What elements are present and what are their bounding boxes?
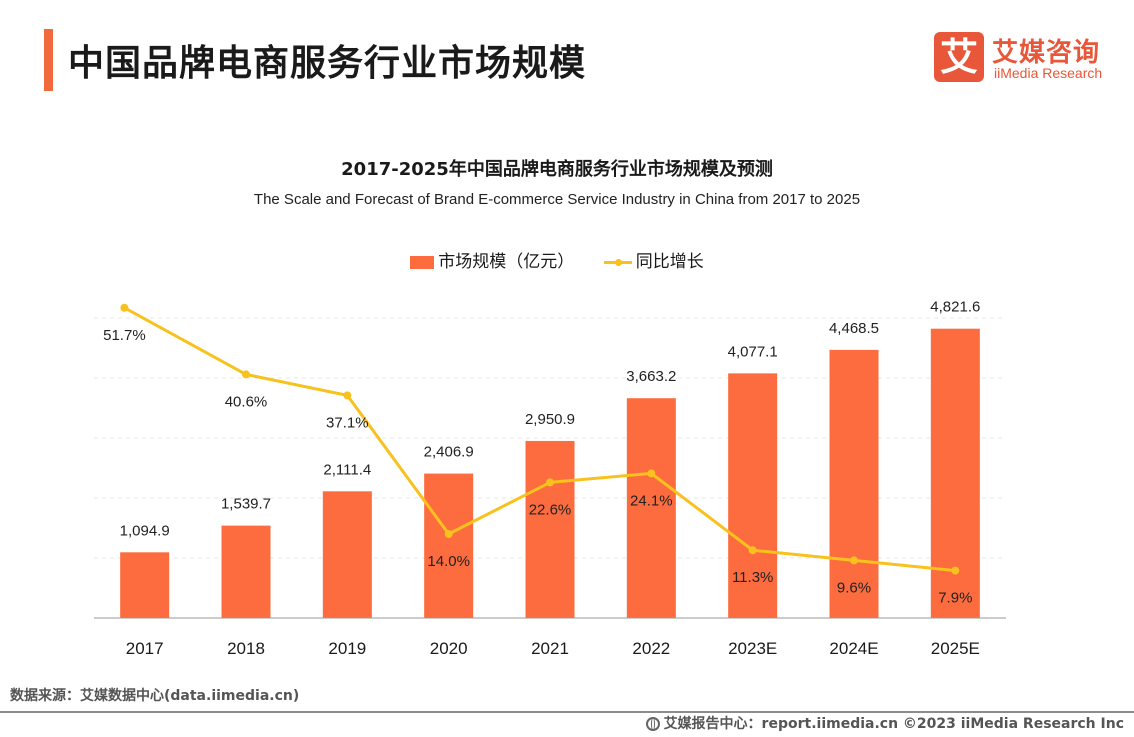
bar-2025E [930, 328, 980, 618]
growth-point [647, 469, 656, 478]
footer-source: 数据来源：艾媒数据中心(data.iimedia.cn) [10, 688, 300, 704]
iimedia-logo: 艾 艾媒咨询 iiMedia Research [934, 32, 1124, 84]
growth-value-label: 37.1% [326, 414, 369, 431]
growth-value-label: 11.3% [732, 569, 773, 586]
bar-2019 [322, 491, 372, 618]
logo-mark-icon: 艾 [934, 32, 984, 82]
logo-chinese-name: 艾媒咨询 [992, 38, 1101, 68]
growth-value-label: 51.7% [103, 327, 146, 344]
x-tick-label: 2025E [931, 639, 980, 658]
growth-point [748, 546, 757, 555]
bar-value-label: 1,094.9 [120, 522, 170, 539]
x-tick-label: 2019 [328, 639, 366, 658]
legend-item-growth: 同比增长 [603, 247, 704, 272]
growth-point [444, 530, 453, 538]
bar-value-label: 4,077.1 [728, 343, 778, 360]
growth-point [343, 391, 352, 400]
x-tick-label: 2022 [632, 639, 670, 658]
logo-english-name: iiMedia Research [994, 65, 1103, 81]
legend-item-market-size: 市场规模（亿元） [410, 247, 574, 272]
x-tick-label: 2024E [829, 639, 878, 658]
page-title: 中国品牌电商服务行业市场规模 [68, 43, 587, 84]
chart-legend: 市场规模（亿元） 同比增长 [0, 247, 1114, 272]
bar-2017 [120, 552, 170, 618]
chart-title: 2017-2025年中国品牌电商服务行业市场规模及预测 [341, 159, 773, 180]
growth-value-label: 22.6% [529, 501, 572, 518]
growth-point [242, 370, 250, 379]
x-tick-label: 2021 [531, 639, 569, 658]
bar-2021 [525, 440, 575, 618]
legend-bar-swatch-icon [410, 255, 435, 269]
x-tick-label: 2023E [728, 639, 777, 658]
growth-value-label: 14.0% [427, 553, 470, 570]
growth-value-label: 40.6% [225, 393, 268, 410]
x-tick-label: 2018 [227, 639, 265, 658]
footer-report: 艾媒报告中心：report.iimedia.cn ©2023 iiMedia R… [645, 713, 1124, 733]
x-tick-label: 2017 [126, 639, 164, 658]
legend-line-swatch-icon [603, 258, 632, 266]
bar-value-label: 3,663.2 [626, 368, 676, 385]
growth-value-label: 24.1% [630, 492, 673, 509]
growth-point [850, 556, 858, 565]
chart-subtitle: The Scale and Forecast of Brand E-commer… [253, 191, 861, 208]
footer-report-text: 艾媒报告中心：report.iimedia.cn ©2023 iiMedia R… [663, 716, 1124, 732]
bar-2023E [728, 373, 778, 618]
bar-value-label: 4,821.6 [930, 299, 980, 316]
footer-divider [0, 711, 1134, 713]
growth-value-label: 7.9% [938, 590, 972, 607]
bar-2020 [424, 473, 474, 618]
bar-value-label: 1,539.7 [221, 496, 271, 513]
globe-icon [645, 717, 660, 731]
bar-2022 [626, 398, 676, 618]
bar-value-label: 4,468.5 [829, 320, 879, 337]
x-tick-label: 2020 [430, 639, 468, 658]
growth-point [120, 303, 129, 312]
growth-point [951, 566, 960, 575]
bar-2024E [829, 349, 879, 618]
legend-label-growth: 同比增长 [635, 252, 704, 272]
bar-value-label: 2,406.9 [424, 444, 474, 461]
bar-value-label: 2,950.9 [525, 411, 575, 428]
legend-label-market-size: 市场规模（亿元） [438, 252, 575, 272]
growth-point [546, 478, 554, 487]
growth-value-label: 9.6% [837, 579, 871, 596]
bar-2018 [221, 525, 271, 618]
bar-value-label: 2,111.4 [323, 461, 371, 478]
title-accent-bar [44, 29, 53, 91]
